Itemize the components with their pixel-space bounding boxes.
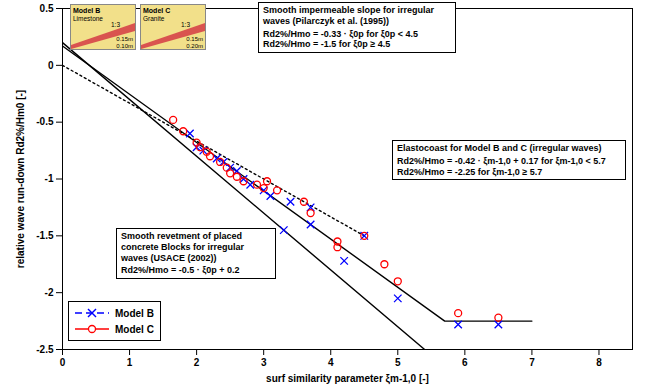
html-text:Smooth revetment of placed con: Smooth revetment of placed concrete Bloc… — [121, 231, 244, 263]
svg-text:3: 3 — [261, 357, 267, 368]
svg-text:0.5: 0.5 — [40, 3, 54, 14]
html-text:Rd2%/Hmo = -0.5 · ξ0p + 0.2: Rd2%/Hmo = -0.5 · ξ0p + 0.2 — [121, 265, 240, 276]
svg-text:-0.5: -0.5 — [36, 116, 54, 127]
svg-text:1: 1 — [127, 357, 133, 368]
svg-text:6: 6 — [462, 357, 468, 368]
svg-text:5: 5 — [395, 357, 401, 368]
html-text:Rd2%/Hmo = -0.33 · ξ0p for ξ0p: Rd2%/Hmo = -0.33 · ξ0p for ξ0p < 4.5 — [263, 28, 419, 39]
html-text:Smooth impermeable slope for i: Smooth impermeable slope for irregular w… — [263, 5, 434, 26]
svg-text:2: 2 — [194, 357, 200, 368]
html-text:Elastocoast for Model B and C: Elastocoast for Model B and C (irregular… — [397, 143, 602, 153]
svg-text:0.20m: 0.20m — [186, 43, 203, 49]
svg-text:relative wave run-down Rd2%/Hm: relative wave run-down Rd2%/Hm0 [-] — [15, 90, 26, 268]
svg-text:0.15m: 0.15m — [116, 36, 133, 42]
svg-text:-2.5: -2.5 — [36, 344, 54, 355]
html-text:Rd2%/Hmo = -2.25 for ξm-1,0 ≥: Rd2%/Hmo = -2.25 for ξm-1,0 ≥ 5.7 — [397, 166, 543, 177]
svg-text:surf similarity parameter ξm-1: surf similarity parameter ξm-1,0 [-] — [266, 373, 429, 385]
svg-text:4: 4 — [328, 357, 334, 368]
svg-text:8: 8 — [596, 357, 602, 368]
html-text:Rd2%/Hmo = -0.42 · ξm-1,0 + 0.: Rd2%/Hmo = -0.42 · ξm-1,0 + 0.17 for ξm-… — [397, 155, 606, 166]
html-text:Model B: Model B — [115, 307, 154, 319]
svg-text:-2: -2 — [45, 287, 54, 298]
html-text:Rd2%/Hmo = -1.5 for ξ0p ≥ 4.5: Rd2%/Hmo = -1.5 for ξ0p ≥ 4.5 — [263, 39, 391, 50]
svg-text:0.10m: 0.10m — [116, 43, 133, 49]
svg-text:Model B: Model B — [73, 7, 100, 14]
svg-text:0: 0 — [60, 357, 66, 368]
svg-text:0: 0 — [48, 60, 54, 71]
svg-text:7: 7 — [529, 357, 535, 368]
html-text:Model C: Model C — [115, 323, 154, 335]
svg-text:1:3: 1:3 — [181, 21, 190, 28]
svg-text:0.15m: 0.15m — [186, 36, 203, 42]
svg-text:Limestone: Limestone — [73, 15, 103, 22]
svg-text:-1.5: -1.5 — [36, 230, 54, 241]
svg-text:-1: -1 — [45, 173, 54, 184]
svg-text:Model C: Model C — [143, 7, 170, 14]
svg-text:1:3: 1:3 — [111, 21, 120, 28]
svg-text:Granite: Granite — [143, 15, 165, 22]
